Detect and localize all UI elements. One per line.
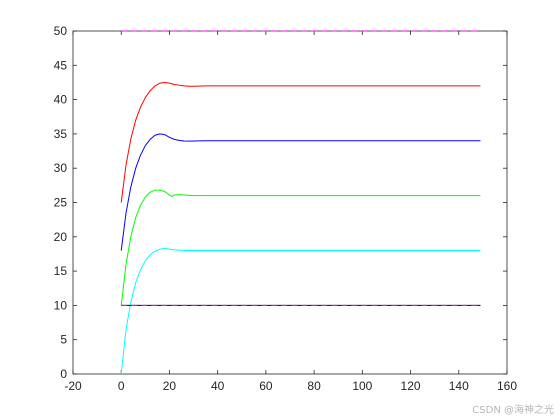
y-tick-label: 20 [54, 230, 68, 244]
x-tick-label: 80 [307, 379, 321, 393]
y-tick-label: 5 [60, 333, 67, 347]
y-tick-label: 0 [60, 367, 67, 381]
x-tick-label: -20 [64, 379, 82, 393]
x-tick-label: 100 [352, 379, 372, 393]
x-tick-label: 120 [401, 379, 421, 393]
y-axis-ticks: 0 5 10 15 20 25 30 35 40 45 50 [54, 24, 507, 381]
y-tick-label: 45 [54, 58, 68, 72]
x-axis-ticks: -20 0 20 40 60 80 100 120 140 160 [64, 31, 517, 393]
y-tick-label: 25 [54, 196, 68, 210]
y-tick-label: 15 [54, 264, 68, 278]
y-tick-label: 40 [54, 93, 68, 107]
series-line-2 [120, 189, 481, 306]
series-line-1 [120, 133, 481, 251]
watermark: CSDN @海神之光 [472, 405, 554, 416]
series-line-3 [120, 247, 481, 375]
x-tick-label: 40 [211, 379, 225, 393]
y-tick-label: 35 [54, 127, 68, 141]
x-tick-label: 160 [497, 379, 517, 393]
y-tick-label: 10 [54, 298, 68, 312]
series-line-0 [120, 81, 481, 203]
plot-area [72, 30, 508, 375]
y-tick-label: 50 [54, 24, 68, 38]
x-tick-label: 60 [259, 379, 273, 393]
x-tick-label: 0 [118, 379, 125, 393]
series-layer [120, 30, 481, 375]
x-tick-label: 20 [163, 379, 177, 393]
y-tick-label: 30 [54, 161, 68, 175]
x-tick-label: 140 [449, 379, 469, 393]
